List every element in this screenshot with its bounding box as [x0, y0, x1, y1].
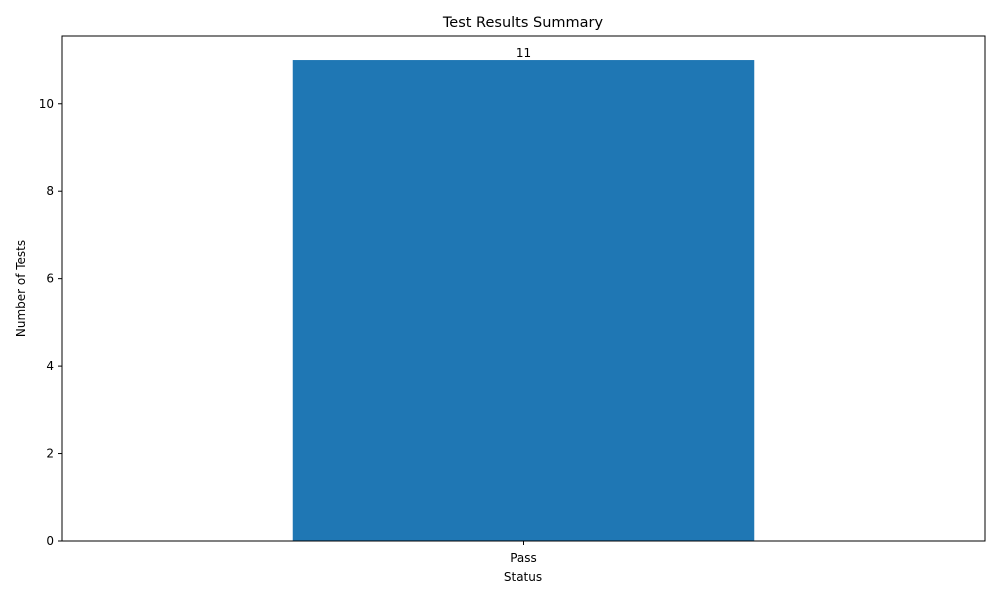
y-axis: 0 2 4 6 8 10 — [39, 97, 62, 548]
plot-area: 11 — [292, 46, 755, 542]
x-axis: Pass — [510, 541, 537, 565]
y-tick-label: 2 — [46, 447, 54, 461]
bar-pass — [292, 60, 755, 542]
x-axis-label: Status — [504, 570, 542, 584]
y-tick-label: 10 — [39, 97, 54, 111]
chart-title: Test Results Summary — [442, 15, 604, 31]
y-tick-label: 8 — [46, 184, 54, 198]
y-tick-label: 4 — [46, 359, 54, 373]
y-tick-label: 0 — [46, 534, 54, 548]
x-tick-label: Pass — [510, 551, 537, 565]
y-axis-label: Number of Tests — [14, 240, 28, 337]
data-label-pass: 11 — [516, 46, 531, 60]
y-tick-label: 6 — [46, 272, 54, 286]
